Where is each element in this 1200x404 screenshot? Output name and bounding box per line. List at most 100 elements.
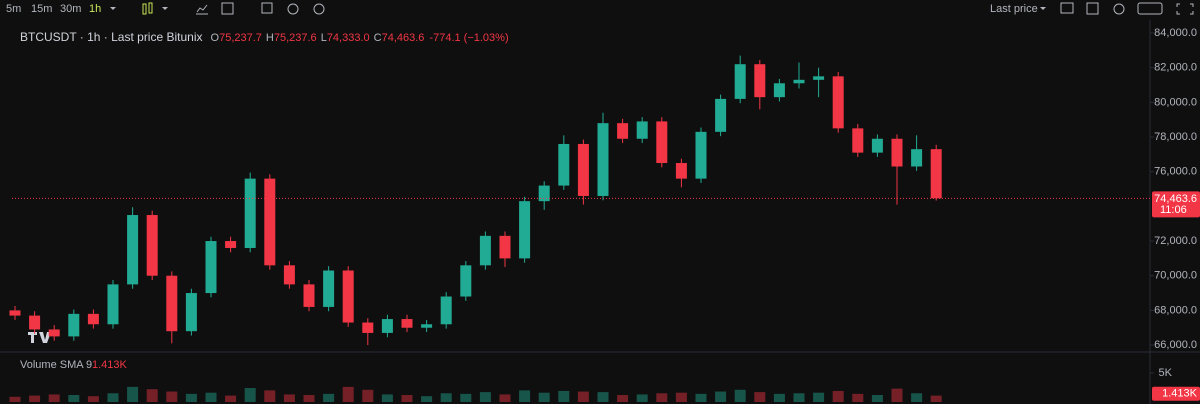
candle-body xyxy=(68,313,80,337)
candle-body xyxy=(656,121,668,164)
layout-icon[interactable] xyxy=(221,2,234,15)
settings-icon[interactable] xyxy=(313,3,325,15)
candle-body xyxy=(832,76,844,129)
y-tick-label: 78,000.0 xyxy=(1154,131,1197,143)
fullscreen-icon[interactable] xyxy=(1176,3,1194,15)
volume-bar xyxy=(479,392,491,402)
candle-body xyxy=(891,138,903,167)
volume-bar xyxy=(832,390,844,402)
volume-sma-value: 1.413K xyxy=(92,359,128,371)
plus-icon[interactable] xyxy=(1113,3,1125,15)
legend-item: C xyxy=(374,32,382,44)
candle-body xyxy=(362,322,374,333)
candle-body xyxy=(421,324,433,328)
volume-bar xyxy=(891,388,903,402)
dropdown[interactable] xyxy=(162,7,168,10)
candle-body xyxy=(146,215,158,276)
candle-body xyxy=(440,296,452,325)
volume-bar xyxy=(675,392,687,402)
candle-body xyxy=(813,76,825,80)
volume-bar xyxy=(617,395,629,402)
legend-item: 75,237.7 xyxy=(219,32,262,44)
interval[interactable]: 15m xyxy=(31,3,52,15)
candle-body xyxy=(401,319,413,328)
volume-bar xyxy=(225,395,237,402)
candle-body xyxy=(185,293,197,332)
candle-body xyxy=(577,143,589,196)
candle-body xyxy=(499,235,511,259)
candle-body xyxy=(479,235,491,266)
volume-bar xyxy=(87,396,99,402)
candle-icon[interactable] xyxy=(142,3,147,15)
legend-item: -774.1 (−1.03%) xyxy=(429,32,508,44)
volume-bar xyxy=(440,393,452,402)
volume-bar xyxy=(460,393,472,402)
alert-icon[interactable] xyxy=(287,3,299,15)
interval[interactable]: 1h xyxy=(89,3,101,15)
candle-body xyxy=(636,121,648,139)
dropdown[interactable] xyxy=(110,7,116,10)
volume-bar xyxy=(381,394,393,402)
y-tick-label: 68,000.0 xyxy=(1154,304,1197,316)
candle-body xyxy=(29,315,41,330)
candle-body xyxy=(695,131,707,179)
dropdown[interactable] xyxy=(1040,7,1046,10)
candle-body xyxy=(9,310,21,316)
volume-bar xyxy=(283,394,295,402)
candle-body xyxy=(48,329,60,337)
calendar-icon[interactable] xyxy=(1086,2,1099,15)
candle-body xyxy=(323,270,335,307)
candle-body xyxy=(597,123,609,196)
volume-bar xyxy=(29,395,41,402)
volume-bar xyxy=(734,389,746,402)
candle-body xyxy=(793,79,805,84)
volume-bar xyxy=(597,392,609,402)
volume-bar xyxy=(577,391,589,402)
candle-body xyxy=(773,83,785,98)
volume-bar xyxy=(146,389,158,402)
volume-bar xyxy=(499,394,511,402)
volume-bar xyxy=(323,393,335,402)
candle-icon[interactable] xyxy=(148,2,153,14)
price-mode[interactable]: Last price xyxy=(990,3,1038,15)
volume-bar xyxy=(519,390,531,402)
volume-bar xyxy=(48,394,60,402)
tv-logo xyxy=(28,332,51,343)
volume-bar xyxy=(205,392,217,402)
candle-body xyxy=(519,201,531,259)
volume-bar xyxy=(871,395,883,402)
volume-tag-label: 1.413K xyxy=(1162,388,1198,400)
dom-icon[interactable] xyxy=(1137,2,1163,15)
candle-body xyxy=(225,241,237,248)
candle-body xyxy=(675,163,687,179)
indicators-icon[interactable] xyxy=(196,4,208,15)
legend-item: 75,237.6 xyxy=(274,32,317,44)
candle-body xyxy=(166,275,178,332)
chat-icon[interactable] xyxy=(1060,2,1074,14)
legend-item: BTCUSDT · 1h · Last price Bitunix xyxy=(20,30,203,44)
interval[interactable]: 5m xyxy=(6,3,21,15)
candle-body xyxy=(715,98,727,132)
volume-bar xyxy=(715,391,727,402)
candle-body xyxy=(244,178,256,248)
interval[interactable]: 30m xyxy=(60,3,81,15)
candle-body xyxy=(558,143,570,186)
volume-bar xyxy=(421,396,433,402)
candle-body xyxy=(381,319,393,333)
candle-body xyxy=(852,128,864,153)
volume-bar xyxy=(930,395,942,402)
volume-bar xyxy=(773,393,785,402)
candle-body xyxy=(754,64,766,98)
candle-body xyxy=(538,185,550,202)
legend-text: BTCUSDT · 1h · Last price Bitunix O75,237… xyxy=(20,30,509,44)
candle-body xyxy=(871,138,883,153)
volume-bar xyxy=(264,390,276,402)
popout-icon[interactable] xyxy=(261,2,273,14)
last-price-tag xyxy=(1152,191,1200,218)
toolbar: 5m 15m 30m 1h Last price xyxy=(6,2,1194,15)
legend: BTCUSDT · 1h · Last price Bitunix O75,237… xyxy=(20,30,509,44)
legend-item: H xyxy=(266,32,274,44)
candle-body xyxy=(107,284,119,325)
candle-body xyxy=(205,241,217,294)
